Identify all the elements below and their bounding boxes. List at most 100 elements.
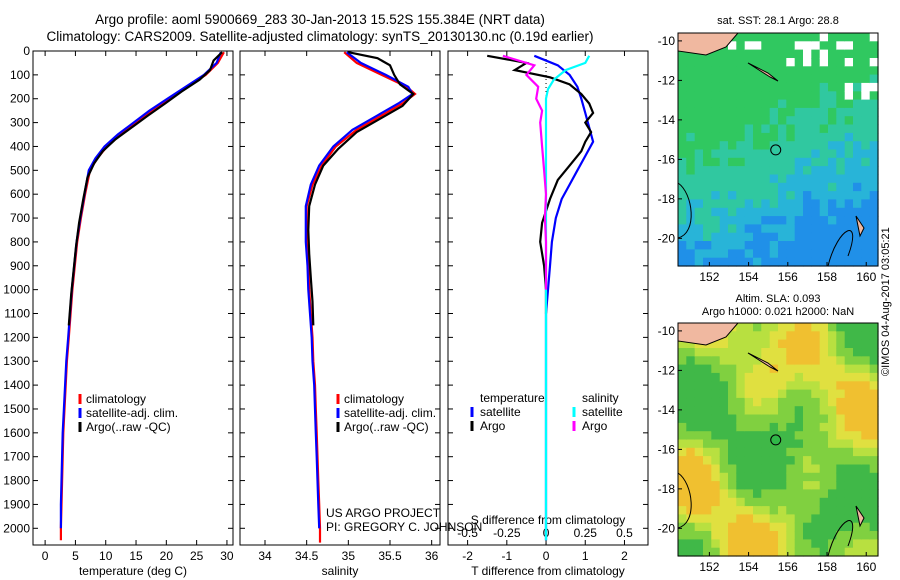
map-cell xyxy=(786,472,796,482)
map-cell xyxy=(703,506,712,515)
map-cell xyxy=(753,422,762,432)
map-cell xyxy=(786,447,796,457)
map-cell xyxy=(728,522,737,532)
map-cell xyxy=(694,132,704,142)
map-cell xyxy=(778,91,787,101)
map-cell xyxy=(719,364,729,374)
map-cell xyxy=(728,216,737,225)
map-cell xyxy=(786,166,796,175)
map-cell xyxy=(769,447,779,457)
map-cell xyxy=(853,514,862,524)
map-cell xyxy=(728,149,737,159)
map-cell xyxy=(811,124,821,134)
map-cell xyxy=(694,364,704,374)
map-cell xyxy=(678,489,687,499)
map-cell xyxy=(678,174,687,184)
map-cell xyxy=(869,166,879,175)
map-cell xyxy=(769,216,779,225)
map-cell xyxy=(778,422,787,432)
map-cell xyxy=(861,157,871,167)
map-cell xyxy=(836,249,846,259)
map-cell xyxy=(853,49,862,59)
map-cell xyxy=(769,58,779,67)
map-cell xyxy=(828,481,837,490)
map-cell xyxy=(786,124,796,134)
map-cell xyxy=(836,91,846,101)
map-cell xyxy=(794,372,804,382)
map-cell xyxy=(803,481,812,490)
map-cell xyxy=(711,182,721,192)
map-cell xyxy=(869,182,879,192)
map-cell xyxy=(836,381,846,391)
map-cell xyxy=(861,331,871,341)
map-cell xyxy=(861,58,871,67)
map-cell xyxy=(811,414,821,424)
map-cell xyxy=(678,191,687,200)
map-cell xyxy=(753,257,762,267)
map-cell xyxy=(719,116,729,126)
sst-map-ytick-label: -16 xyxy=(658,152,676,166)
map-cell xyxy=(686,182,696,192)
map-cell xyxy=(761,174,771,184)
map-cell xyxy=(803,456,812,465)
sst-map-title: sat. SST: 28.1 Argo: 28.8 xyxy=(717,15,839,27)
map-cell xyxy=(736,372,746,382)
depth-tick-label: 400 xyxy=(10,139,30,153)
map-cell xyxy=(819,389,829,399)
map-cell xyxy=(694,348,704,357)
map-cell xyxy=(769,414,779,424)
map-cell xyxy=(761,389,771,399)
map-cell xyxy=(828,182,837,192)
map-cell xyxy=(761,364,771,374)
map-cell xyxy=(686,249,696,259)
map-cell xyxy=(853,364,862,374)
map-cell xyxy=(703,414,712,424)
map-cell xyxy=(828,522,837,532)
depth-tick-label: 1700 xyxy=(3,450,30,464)
map-cell xyxy=(686,141,696,151)
map-cell xyxy=(769,41,779,51)
map-cell xyxy=(753,149,762,159)
map-cell xyxy=(744,241,754,250)
map-cell xyxy=(694,82,704,92)
depth-tick-label: 2000 xyxy=(3,521,30,535)
map-cell xyxy=(794,414,804,424)
map-cell xyxy=(686,232,696,242)
map-cell xyxy=(753,456,762,465)
map-cell xyxy=(869,58,879,67)
map-cell xyxy=(703,166,712,175)
map-cell xyxy=(869,472,879,482)
map-cell xyxy=(778,323,787,332)
map-cell xyxy=(794,191,804,200)
map-cell xyxy=(678,422,687,432)
map-cell xyxy=(828,464,837,474)
map-cell xyxy=(794,224,804,234)
map-cell xyxy=(761,157,771,167)
map-cell xyxy=(819,447,829,457)
map-cell xyxy=(828,141,837,151)
map-cell xyxy=(744,33,754,42)
salinity-diff-tick-label: -0.25 xyxy=(493,526,521,540)
map-cell xyxy=(711,472,721,482)
map-cell xyxy=(686,99,696,109)
map-cell xyxy=(819,372,829,382)
map-cell xyxy=(778,199,787,209)
map-cell xyxy=(778,339,787,349)
map-cell xyxy=(736,132,746,142)
map-cell xyxy=(711,199,721,209)
map-cell xyxy=(803,216,812,225)
map-cell xyxy=(828,107,837,117)
map-cell xyxy=(686,58,696,67)
map-cell xyxy=(694,257,704,267)
map-cell xyxy=(844,497,854,507)
map-cell xyxy=(736,397,746,407)
map-cell xyxy=(811,191,821,200)
map-cell xyxy=(711,141,721,151)
map-cell xyxy=(728,506,737,515)
map-cell xyxy=(869,381,879,391)
map-cell xyxy=(828,207,837,217)
map-cell xyxy=(803,249,812,259)
sla-map-title: Altim. SLA: 0.093 xyxy=(735,293,821,305)
map-cell xyxy=(836,49,846,59)
map-cell xyxy=(786,364,796,374)
